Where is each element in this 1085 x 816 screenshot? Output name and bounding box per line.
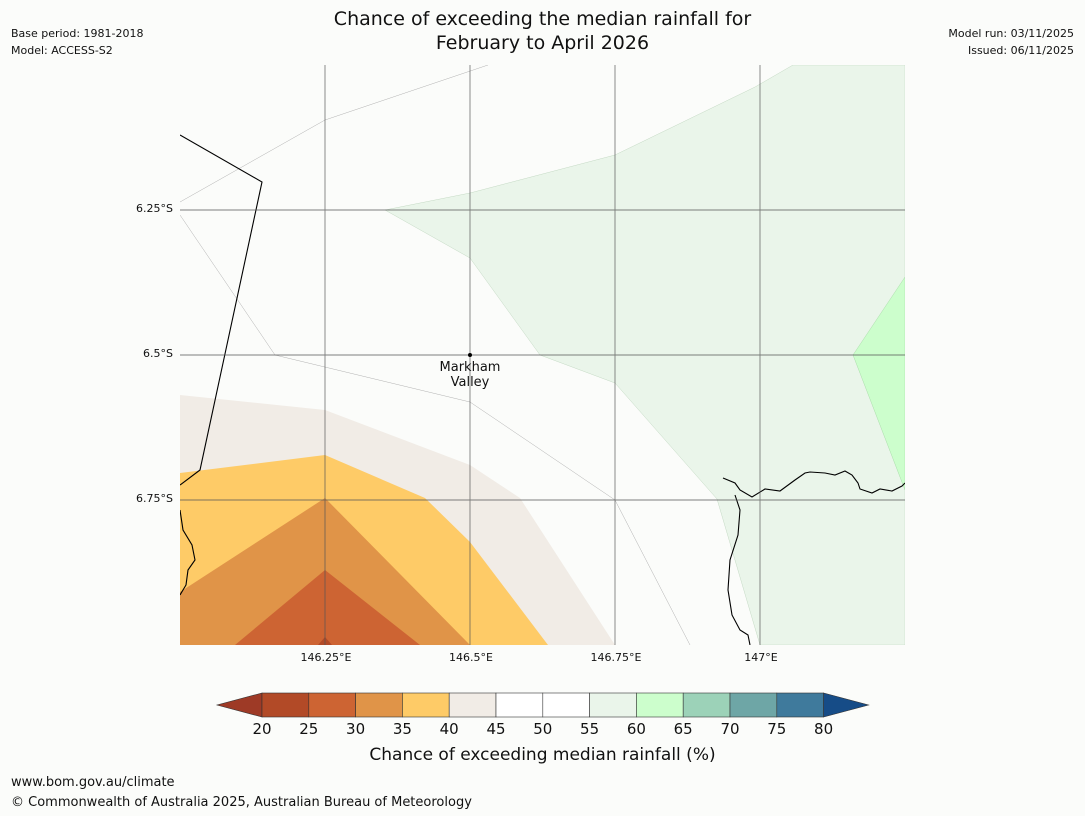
lon-label-14625: 146.25°E (300, 651, 352, 664)
model-run: Model run: 03/11/2025 (948, 27, 1074, 40)
colorbar-segment-65-70 (682, 692, 731, 718)
colorbar-segment-20-25 (261, 692, 310, 718)
colorbar-tick-40: 40 (439, 720, 459, 738)
colorbar-tick-75: 75 (767, 720, 787, 738)
colorbar-segment-45-50 (495, 692, 544, 718)
colorbar-tick-60: 60 (626, 720, 646, 738)
colorbar-tick-80: 80 (814, 720, 834, 738)
colorbar-tick-35: 35 (392, 720, 412, 738)
meta-right: Model run: 03/11/2025 Issued: 06/11/2025 (948, 25, 1074, 59)
contour-60-65 (852, 276, 905, 491)
model-name: Model: ACCESS-S2 (11, 44, 113, 57)
lat-label-675: 6.75°S (136, 492, 173, 505)
colorbar-extend-high (823, 692, 870, 718)
contour-25-30 (235, 570, 420, 645)
place-line-1: Markham (439, 360, 501, 375)
footer-copyright: © Commonwealth of Australia 2025, Austra… (11, 795, 472, 810)
colorbar-segment-60-65 (636, 692, 684, 718)
colorbar-label: Chance of exceeding median rainfall (%) (369, 745, 716, 765)
colorbar-segment-40-45 (448, 692, 497, 718)
colorbar-tick-50: 50 (533, 720, 553, 738)
base-period: Base period: 1981-2018 (11, 27, 144, 40)
lon-label-1465: 146.5°E (449, 651, 493, 664)
colorbar-segment-70-75 (729, 692, 778, 718)
title-line-2: February to April 2026 (435, 32, 650, 54)
coastline (180, 134, 905, 645)
colorbar-segments (215, 692, 870, 718)
colorbar-tick-70: 70 (720, 720, 740, 738)
colorbar-tick-30: 30 (346, 720, 366, 738)
colorbar-tick-65: 65 (673, 720, 693, 738)
colorbar-extend-low (215, 692, 263, 718)
page-title: Chance of exceeding the median rainfall … (0, 7, 1085, 55)
colorbar-segment-25-30 (308, 692, 356, 718)
place-marker (468, 353, 472, 357)
lon-label-14675: 146.75°E (590, 651, 642, 664)
place-line-2: Valley (450, 375, 490, 390)
meta-left: Base period: 1981-2018 Model: ACCESS-S2 (11, 25, 143, 59)
graticule (180, 65, 905, 645)
colorbar-segment-75-80 (776, 692, 824, 718)
colorbar-tick-20: 20 (252, 720, 272, 738)
colorbar-tick-45: 45 (486, 720, 506, 738)
colorbar-segment-35-40 (402, 692, 450, 718)
colorbar-segment-55-60 (589, 692, 637, 718)
footer-website[interactable]: www.bom.gov.au/climate (11, 775, 175, 790)
title-line-1: Chance of exceeding the median rainfall … (333, 8, 752, 30)
lon-label-147: 147°E (744, 651, 778, 664)
lat-label-650: 6.5°S (143, 347, 173, 360)
place-label: Markham Valley (440, 360, 501, 390)
colorbar-tick-55: 55 (580, 720, 600, 738)
colorbar-segment-50-55 (542, 692, 590, 718)
lat-label-625: 6.25°S (136, 202, 173, 215)
colorbar-tick-25: 25 (299, 720, 319, 738)
map-canvas (180, 65, 905, 645)
issued-date: Issued: 06/11/2025 (967, 44, 1074, 57)
colorbar-segment-30-35 (355, 692, 403, 718)
